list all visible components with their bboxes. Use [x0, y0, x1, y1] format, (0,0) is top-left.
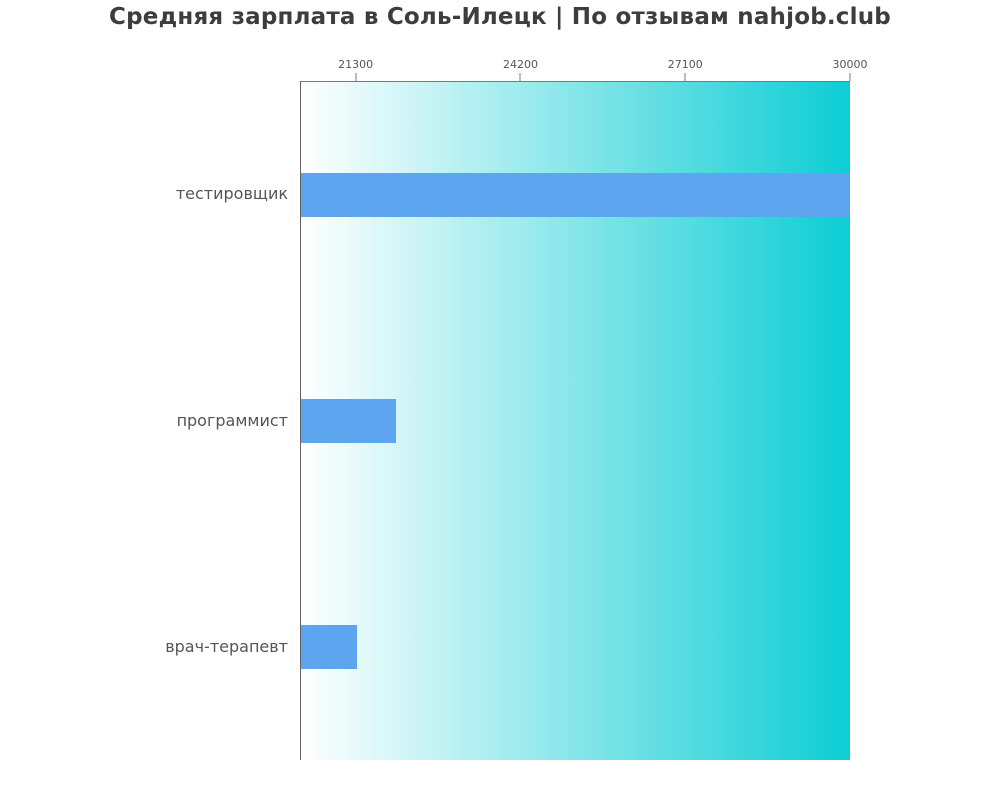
- x-tick-24200: 24200: [503, 57, 538, 81]
- x-tick-label: 24200: [502, 58, 538, 71]
- x-axis-ticks: 21300 24200 27100 30000: [300, 57, 868, 81]
- x-tick-mark: [355, 73, 357, 81]
- chart-title: Средняя зарплата в Соль-Илецк | По отзыв…: [109, 4, 891, 30]
- category-label-программист: программист: [176, 410, 288, 430]
- x-tick-21300: 21300: [338, 57, 373, 81]
- category-label-врач-терапевт: врач-терапевт: [165, 636, 288, 656]
- plot-area: [300, 81, 850, 760]
- bar-тестировщик: [301, 172, 850, 217]
- x-tick-label: 27100: [667, 58, 703, 71]
- x-tick-label: 21300: [338, 58, 374, 71]
- y-axis-category-labels: тестировщик программист врач-терапевт: [0, 81, 288, 760]
- x-tick-label: 30000: [832, 58, 868, 71]
- bar-программист: [301, 399, 397, 443]
- x-tick-mark: [684, 73, 686, 81]
- x-tick-27100: 27100: [668, 57, 703, 81]
- x-tick-30000: 30000: [833, 57, 868, 81]
- category-label-тестировщик: тестировщик: [175, 184, 288, 204]
- x-tick-mark: [519, 73, 521, 81]
- bar-врач-терапевт: [301, 625, 357, 669]
- x-tick-mark: [849, 73, 851, 81]
